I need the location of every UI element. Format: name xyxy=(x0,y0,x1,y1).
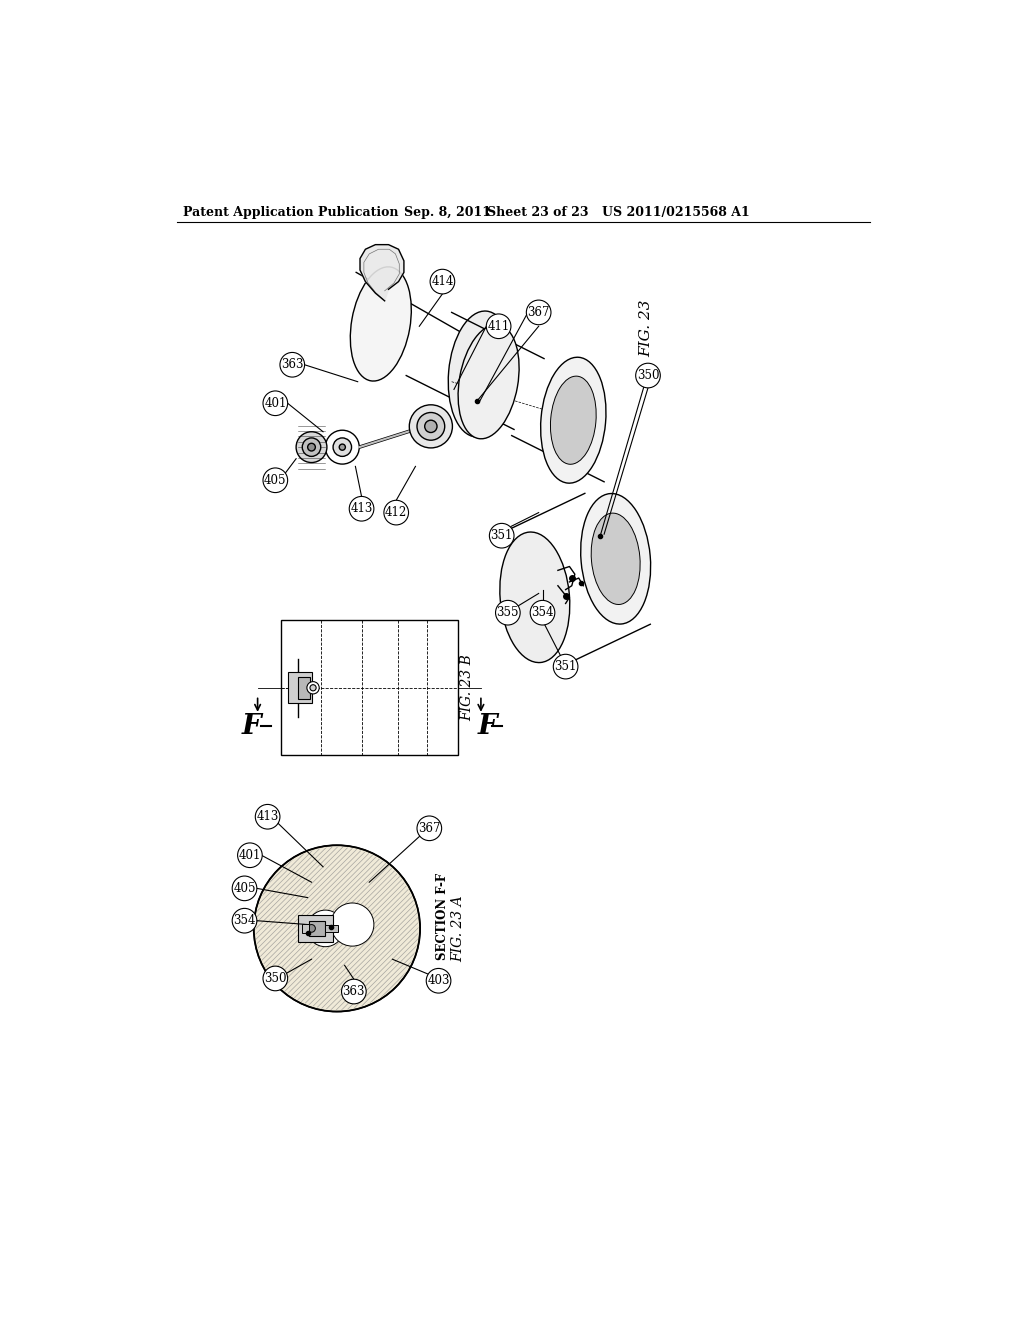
Circle shape xyxy=(255,804,280,829)
Text: 355: 355 xyxy=(497,606,519,619)
Bar xyxy=(298,915,333,942)
Ellipse shape xyxy=(310,685,316,690)
Circle shape xyxy=(430,269,455,294)
Bar xyxy=(325,924,339,932)
Ellipse shape xyxy=(425,420,437,433)
Circle shape xyxy=(263,966,288,991)
Ellipse shape xyxy=(339,444,345,450)
Text: 401: 401 xyxy=(239,849,261,862)
Text: 351: 351 xyxy=(490,529,513,543)
Text: 354: 354 xyxy=(233,915,256,927)
Circle shape xyxy=(553,655,578,678)
Text: F: F xyxy=(242,713,261,739)
Circle shape xyxy=(489,523,514,548)
Ellipse shape xyxy=(333,438,351,457)
Bar xyxy=(289,672,311,704)
Circle shape xyxy=(496,601,520,626)
Text: SECTION F-F: SECTION F-F xyxy=(436,874,449,961)
Bar xyxy=(298,677,310,698)
Text: 363: 363 xyxy=(343,985,366,998)
Polygon shape xyxy=(360,244,403,301)
Text: 354: 354 xyxy=(531,606,554,619)
Ellipse shape xyxy=(449,312,514,437)
Text: Sheet 23 of 23: Sheet 23 of 23 xyxy=(487,206,589,219)
Text: US 2011/0215568 A1: US 2011/0215568 A1 xyxy=(602,206,750,219)
Text: 363: 363 xyxy=(281,358,303,371)
Circle shape xyxy=(384,500,409,525)
Circle shape xyxy=(263,467,288,492)
Text: FIG. 23 A: FIG. 23 A xyxy=(451,895,465,962)
Text: 412: 412 xyxy=(385,506,408,519)
Circle shape xyxy=(530,601,555,626)
Ellipse shape xyxy=(417,413,444,441)
Ellipse shape xyxy=(581,494,650,624)
Bar xyxy=(309,921,325,936)
Text: 411: 411 xyxy=(487,319,510,333)
Text: 367: 367 xyxy=(527,306,550,319)
Ellipse shape xyxy=(326,430,359,465)
Circle shape xyxy=(426,969,451,993)
Ellipse shape xyxy=(307,909,344,946)
Ellipse shape xyxy=(307,924,315,932)
Text: 351: 351 xyxy=(554,660,577,673)
Text: 350: 350 xyxy=(637,370,659,381)
Ellipse shape xyxy=(541,358,606,483)
Circle shape xyxy=(280,352,304,378)
Ellipse shape xyxy=(296,432,327,462)
Text: 413: 413 xyxy=(256,810,279,824)
Text: 413: 413 xyxy=(350,502,373,515)
Text: 414: 414 xyxy=(431,275,454,288)
Text: 405: 405 xyxy=(264,474,287,487)
Ellipse shape xyxy=(331,903,374,946)
Circle shape xyxy=(486,314,511,339)
Text: Patent Application Publication: Patent Application Publication xyxy=(183,206,398,219)
Text: 403: 403 xyxy=(427,974,450,987)
Circle shape xyxy=(636,363,660,388)
Text: 401: 401 xyxy=(264,397,287,409)
Ellipse shape xyxy=(307,444,315,451)
Text: F: F xyxy=(477,713,497,739)
Circle shape xyxy=(232,908,257,933)
Circle shape xyxy=(238,843,262,867)
Text: 367: 367 xyxy=(418,822,440,834)
Text: FIG. 23 B: FIG. 23 B xyxy=(460,655,474,721)
Ellipse shape xyxy=(302,438,321,457)
Circle shape xyxy=(342,979,367,1003)
Circle shape xyxy=(263,391,288,416)
Ellipse shape xyxy=(410,405,453,447)
Circle shape xyxy=(232,876,257,900)
Text: FIG. 23: FIG. 23 xyxy=(639,300,652,356)
Bar xyxy=(281,620,458,755)
Ellipse shape xyxy=(591,513,640,605)
Ellipse shape xyxy=(254,845,420,1011)
Text: 405: 405 xyxy=(233,882,256,895)
Text: Sep. 8, 2011: Sep. 8, 2011 xyxy=(403,206,490,219)
Text: 350: 350 xyxy=(264,972,287,985)
Bar xyxy=(301,924,309,933)
Circle shape xyxy=(417,816,441,841)
Circle shape xyxy=(526,300,551,325)
Ellipse shape xyxy=(350,267,412,381)
Ellipse shape xyxy=(500,532,569,663)
Ellipse shape xyxy=(307,681,319,694)
Ellipse shape xyxy=(551,376,596,465)
Circle shape xyxy=(349,496,374,521)
Ellipse shape xyxy=(458,325,519,438)
